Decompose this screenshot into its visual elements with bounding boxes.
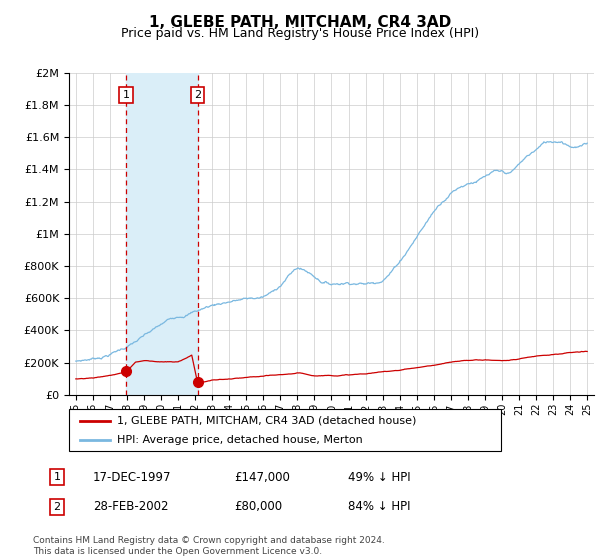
- Text: 1: 1: [53, 472, 61, 482]
- Text: 2: 2: [53, 502, 61, 512]
- Text: Price paid vs. HM Land Registry's House Price Index (HPI): Price paid vs. HM Land Registry's House …: [121, 27, 479, 40]
- Text: 28-FEB-2002: 28-FEB-2002: [93, 500, 169, 514]
- Text: 1, GLEBE PATH, MITCHAM, CR4 3AD: 1, GLEBE PATH, MITCHAM, CR4 3AD: [149, 15, 451, 30]
- FancyBboxPatch shape: [69, 409, 501, 451]
- Text: 49% ↓ HPI: 49% ↓ HPI: [348, 470, 410, 484]
- Text: 1, GLEBE PATH, MITCHAM, CR4 3AD (detached house): 1, GLEBE PATH, MITCHAM, CR4 3AD (detache…: [116, 416, 416, 426]
- Text: HPI: Average price, detached house, Merton: HPI: Average price, detached house, Mert…: [116, 435, 362, 445]
- Text: Contains HM Land Registry data © Crown copyright and database right 2024.
This d: Contains HM Land Registry data © Crown c…: [33, 536, 385, 556]
- Text: 2: 2: [194, 90, 201, 100]
- Text: 1: 1: [122, 90, 130, 100]
- Bar: [126, 73, 197, 395]
- Text: 17-DEC-1997: 17-DEC-1997: [93, 470, 172, 484]
- Text: £80,000: £80,000: [234, 500, 282, 514]
- Text: £147,000: £147,000: [234, 470, 290, 484]
- Text: 84% ↓ HPI: 84% ↓ HPI: [348, 500, 410, 514]
